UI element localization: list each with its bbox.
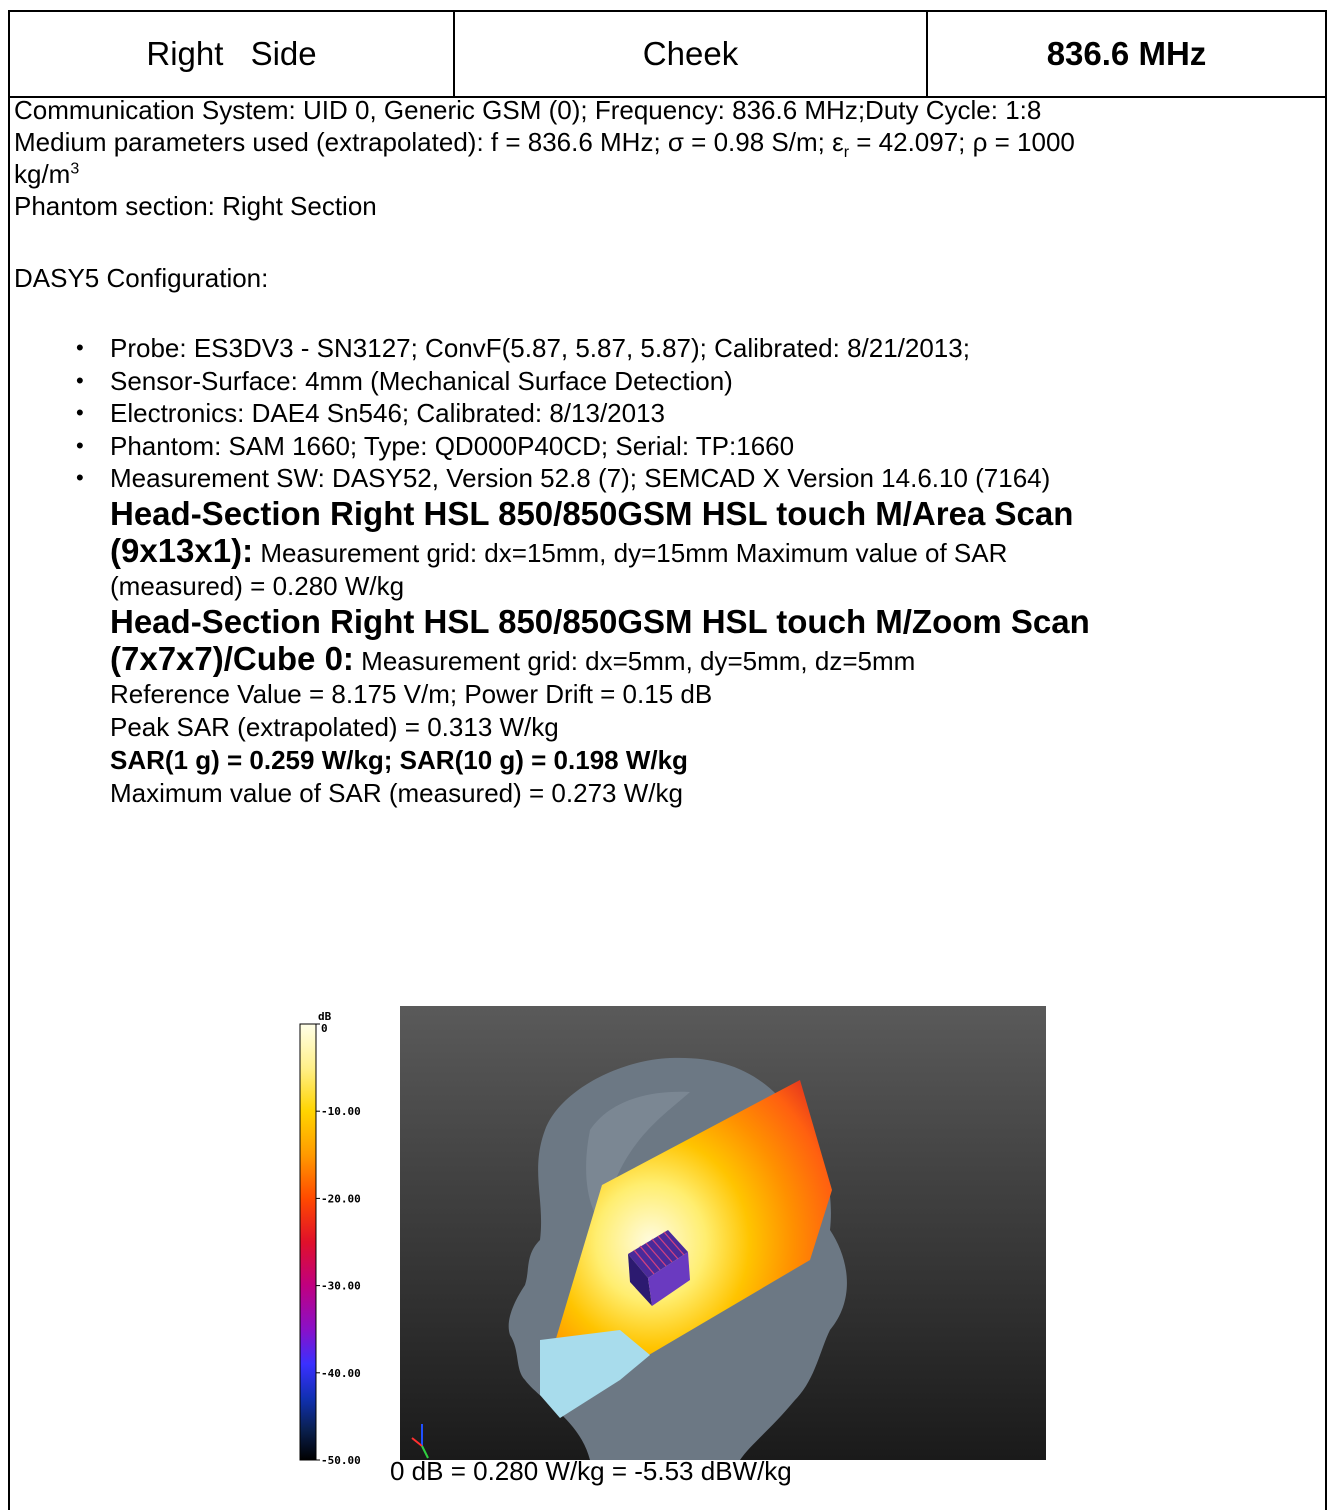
medium-unit-line: kg/m3: [14, 158, 1321, 190]
area-scan-dims: (9x13x1):: [110, 531, 254, 569]
medium-unit: kg/m: [14, 159, 71, 189]
colorbar-tick-label: 0: [321, 1022, 328, 1035]
colorbar: [299, 1023, 317, 1461]
sar-distribution-figure: dB 0 -10.00 -20.00 -30.00 -40.00 -50.00: [299, 1006, 1046, 1467]
config-item: Electronics: DAE4 Sn546; Calibrated: 8/1…: [14, 397, 1321, 430]
medium-subscript: r: [843, 144, 850, 162]
area-scan-surface: [540, 1080, 832, 1392]
zoom-scan-block: Head-Section Right HSL 850/850GSM HSL to…: [14, 603, 1321, 810]
medium-suffix: = 42.097; ρ = 1000: [849, 127, 1075, 157]
area-scan-text: Measurement grid: dx=15mm, dy=15mm Maxim…: [253, 537, 1008, 568]
config-item: Sensor-Surface: 4mm (Mechanical Surface …: [14, 365, 1321, 398]
zoom-scan-text: Measurement grid: dx=5mm, dy=5mm, dz=5mm: [353, 645, 916, 676]
header-position: Cheek: [455, 12, 928, 96]
colorbar-unit: dB: [318, 1010, 332, 1023]
peak-sar: Peak SAR (extrapolated) = 0.313 W/kg: [110, 711, 559, 742]
phantom-section-line: Phantom section: Right Section: [14, 191, 377, 221]
config-item: Probe: ES3DV3 - SN3127; ConvF(5.87, 5.87…: [14, 332, 1321, 365]
colorbar-tick-label: -40.00: [321, 1367, 361, 1380]
dasy-config-heading: DASY5 Configuration:: [14, 263, 269, 293]
colorbar-tick-label: -10.00: [321, 1105, 361, 1118]
figure-caption: 0 dB = 0.280 W/kg = -5.53 dBW/kg: [390, 1456, 792, 1486]
medium-prefix: Medium parameters used (extrapolated): f…: [14, 127, 844, 157]
header-frequency: 836.6 MHz: [1046, 35, 1207, 72]
colorbar-tick-label: -20.00: [321, 1192, 361, 1205]
max-sar: Maximum value of SAR (measured) = 0.273 …: [110, 777, 683, 808]
header-table: Right Side Cheek 836.6 MHz: [10, 12, 1325, 98]
config-list: Probe: ES3DV3 - SN3127; ConvF(5.87, 5.87…: [14, 332, 1321, 495]
config-item: Measurement SW: DASY52, Version 52.8 (7)…: [14, 462, 1321, 495]
zoom-scan-title: Head-Section Right HSL 850/850GSM HSL to…: [110, 602, 1090, 640]
edge-surface: [540, 1330, 650, 1418]
sar-results: SAR(1 g) = 0.259 W/kg; SAR(10 g) = 0.198…: [110, 744, 688, 775]
axis-glyph: [411, 1424, 429, 1459]
medium-parameters-line: Medium parameters used (extrapolated): f…: [14, 126, 1321, 162]
header-side: Right Side: [10, 12, 455, 96]
zoom-scan-dims: (7x7x7)/Cube 0:: [110, 639, 354, 677]
area-scan-block: Head-Section Right HSL 850/850GSM HSL to…: [14, 495, 1321, 603]
colorbar-tick-label: -30.00: [321, 1280, 361, 1293]
comm-system-line: Communication System: UID 0, Generic GSM…: [14, 95, 1042, 125]
colorbar-tick-label: -50.00: [321, 1454, 361, 1467]
report-body: Communication System: UID 0, Generic GSM…: [14, 94, 1321, 810]
config-item: Phantom: SAM 1660; Type: QD000P40CD; Ser…: [14, 430, 1321, 463]
colorbar-ticks: 0 -10.00 -20.00 -30.00 -40.00 -50.00: [316, 1022, 361, 1467]
area-scan-max: (measured) = 0.280 W/kg: [110, 570, 405, 601]
reference-value: Reference Value = 8.175 V/m; Power Drift…: [110, 678, 713, 709]
zoom-scan-cube: [628, 1230, 690, 1306]
sar-report-page: Right Side Cheek 836.6 MHz: [8, 10, 1327, 1510]
head-highlight: [586, 1091, 690, 1230]
area-scan-title: Head-Section Right HSL 850/850GSM HSL to…: [110, 494, 1074, 532]
medium-unit-sup: 3: [70, 160, 80, 178]
